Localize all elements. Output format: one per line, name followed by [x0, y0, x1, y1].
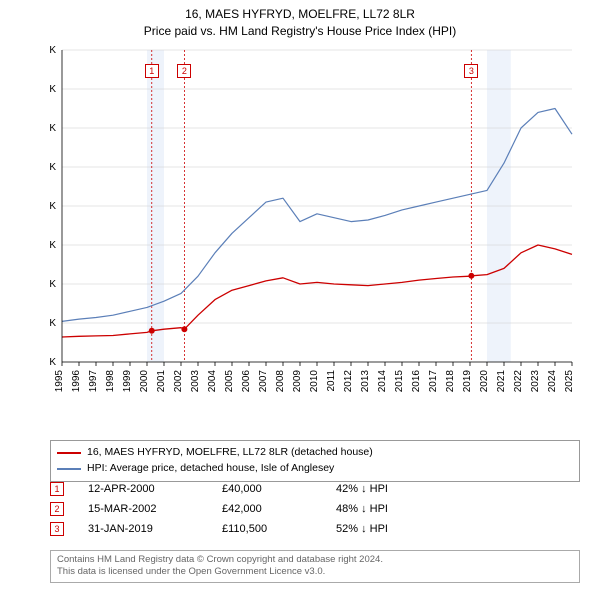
svg-text:2005: 2005 — [224, 370, 235, 393]
svg-text:£150K: £150K — [50, 240, 56, 251]
legend-row: HPI: Average price, detached house, Isle… — [57, 461, 573, 477]
svg-text:2019: 2019 — [462, 370, 473, 393]
event-price: £110,500 — [222, 523, 312, 535]
svg-text:£200K: £200K — [50, 201, 56, 212]
svg-text:2012: 2012 — [343, 370, 354, 393]
svg-text:2015: 2015 — [394, 370, 405, 393]
svg-text:2013: 2013 — [360, 370, 371, 393]
svg-text:2022: 2022 — [513, 370, 524, 393]
svg-text:2001: 2001 — [156, 370, 167, 393]
footer-box: Contains HM Land Registry data © Crown c… — [50, 550, 580, 583]
footer-line1: Contains HM Land Registry data © Crown c… — [57, 554, 573, 566]
svg-text:2003: 2003 — [190, 370, 201, 393]
legend-swatch — [57, 452, 81, 454]
svg-text:1995: 1995 — [54, 370, 65, 393]
footer-line2: This data is licensed under the Open Gov… — [57, 566, 573, 578]
title-line1: 16, MAES HYFRYD, MOELFRE, LL72 8LR — [0, 6, 600, 23]
svg-text:2014: 2014 — [377, 370, 388, 393]
legend-label: 16, MAES HYFRYD, MOELFRE, LL72 8LR (deta… — [87, 445, 373, 461]
event-date: 12-APR-2000 — [88, 483, 198, 495]
svg-text:1996: 1996 — [71, 370, 82, 393]
svg-text:2011: 2011 — [326, 370, 337, 392]
svg-text:£50K: £50K — [50, 318, 56, 329]
svg-text:£400K: £400K — [50, 46, 56, 56]
title-block: 16, MAES HYFRYD, MOELFRE, LL72 8LR Price… — [0, 0, 600, 40]
legend-swatch — [57, 468, 81, 470]
svg-text:2008: 2008 — [275, 370, 286, 393]
svg-text:2025: 2025 — [564, 370, 575, 393]
svg-text:2023: 2023 — [530, 370, 541, 393]
svg-text:£250K: £250K — [50, 162, 56, 173]
svg-text:2020: 2020 — [479, 370, 490, 393]
svg-text:2006: 2006 — [241, 370, 252, 393]
event-row: 2 15-MAR-2002 £42,000 48% ↓ HPI — [50, 502, 580, 516]
svg-text:1997: 1997 — [88, 370, 99, 393]
svg-text:2007: 2007 — [258, 370, 269, 393]
svg-text:2000: 2000 — [139, 370, 150, 393]
svg-text:£300K: £300K — [50, 123, 56, 134]
container: 16, MAES HYFRYD, MOELFRE, LL72 8LR Price… — [0, 0, 600, 590]
svg-text:2004: 2004 — [207, 370, 218, 393]
event-marker-1: 1 — [145, 64, 159, 78]
title-line2: Price paid vs. HM Land Registry's House … — [0, 23, 600, 40]
event-marker-3: 3 — [464, 64, 478, 78]
svg-text:2002: 2002 — [173, 370, 184, 393]
event-row: 1 12-APR-2000 £40,000 42% ↓ HPI — [50, 482, 580, 496]
event-marker-icon: 3 — [50, 522, 64, 536]
svg-text:2017: 2017 — [428, 370, 439, 393]
event-date: 31-JAN-2019 — [88, 523, 198, 535]
svg-text:2021: 2021 — [496, 370, 507, 393]
svg-text:1999: 1999 — [122, 370, 133, 393]
event-price: £42,000 — [222, 503, 312, 515]
svg-text:1998: 1998 — [105, 370, 116, 393]
event-row: 3 31-JAN-2019 £110,500 52% ↓ HPI — [50, 522, 580, 536]
svg-text:2016: 2016 — [411, 370, 422, 393]
svg-text:2018: 2018 — [445, 370, 456, 393]
svg-text:£350K: £350K — [50, 84, 56, 95]
event-diff: 48% ↓ HPI — [336, 503, 388, 515]
svg-text:£100K: £100K — [50, 279, 56, 290]
svg-text:2024: 2024 — [547, 370, 558, 393]
event-diff: 42% ↓ HPI — [336, 483, 388, 495]
svg-text:£0K: £0K — [50, 357, 56, 368]
chart-svg: £0K £50K £100K £150K £200K £250K £300K £350K £40… — [50, 46, 580, 406]
event-diff: 52% ↓ HPI — [336, 523, 388, 535]
event-marker-icon: 1 — [50, 482, 64, 496]
legend-box: 16, MAES HYFRYD, MOELFRE, LL72 8LR (deta… — [50, 440, 580, 482]
legend-row: 16, MAES HYFRYD, MOELFRE, LL72 8LR (deta… — [57, 445, 573, 461]
chart-area: £0K £50K £100K £150K £200K £250K £300K £350K £40… — [50, 46, 580, 406]
svg-text:2010: 2010 — [309, 370, 320, 393]
event-price: £40,000 — [222, 483, 312, 495]
event-date: 15-MAR-2002 — [88, 503, 198, 515]
svg-text:2009: 2009 — [292, 370, 303, 393]
legend-label: HPI: Average price, detached house, Isle… — [87, 461, 334, 477]
event-marker-2: 2 — [177, 64, 191, 78]
events-box: 1 12-APR-2000 £40,000 42% ↓ HPI 2 15-MAR-2002… — [50, 482, 580, 542]
event-marker-icon: 2 — [50, 502, 64, 516]
